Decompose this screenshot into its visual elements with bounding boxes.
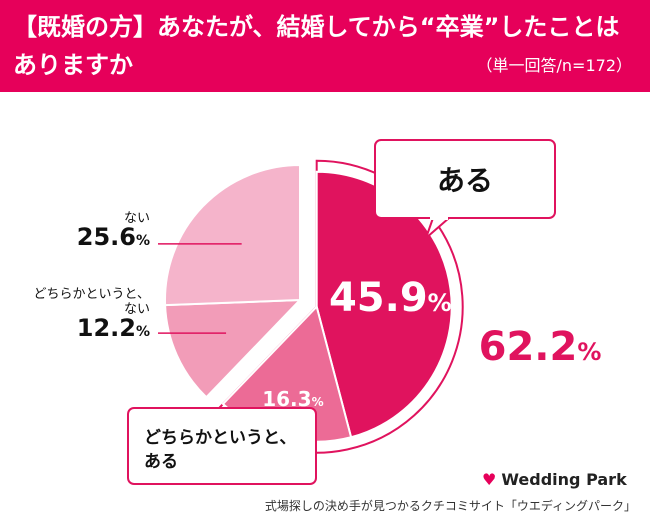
pie-slice-1: [315, 170, 453, 439]
header-banner: 【既婚の方】あなたが、結婚してから“卒業”したことは ありますか （単一回答/n…: [0, 0, 650, 92]
label-nai-line1: ない: [124, 211, 150, 226]
callout-somewhat-aru-line1: どちらかというと、: [144, 428, 296, 448]
chart-subtitle: （単一回答/n=172）: [476, 56, 632, 75]
brand-logo-text: Wedding Park: [501, 470, 627, 489]
pie-slice-4: [164, 163, 301, 307]
callout-pointer-aru: [423, 217, 450, 242]
callout-box-somewhat-aru: [127, 407, 317, 485]
label-somewhat-nai-line2: ない: [124, 302, 150, 317]
callout-somewhat-aru-line2: ある: [144, 452, 178, 472]
callout-total-value: 62.2%: [479, 324, 602, 370]
chart-title: 【既婚の方】あなたが、結婚してから“卒業”したことは ありますか: [13, 13, 620, 79]
slice-value-aru: 45.9%: [329, 275, 452, 321]
callout-label-aru: ある: [437, 164, 493, 197]
footer-caption: 式場探しの決め手が見つかるクチコミサイト「ウエディングパーク」: [264, 499, 636, 513]
value-nai: 25.6%: [77, 223, 150, 251]
heart-icon: ♥: [482, 470, 497, 489]
label-somewhat-nai-line1: どちらかというと、: [34, 287, 150, 302]
pie-slice-3: [164, 298, 303, 399]
callout-joint-aru: [430, 216, 448, 220]
callout-box-aru: [374, 139, 556, 219]
brand-logo: ♥ Wedding Park: [482, 470, 627, 489]
value-somewhat-nai: 12.2%: [77, 314, 150, 342]
